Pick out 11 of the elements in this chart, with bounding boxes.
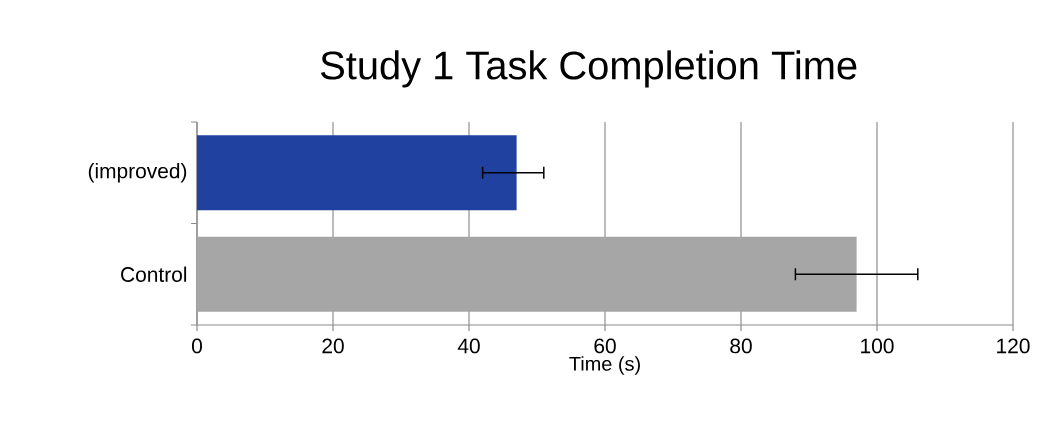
x-tick-label: 100 <box>861 338 894 354</box>
chart-title: Study 1 Task Completion Time <box>321 50 857 88</box>
x-tick-label: 120 <box>997 338 1030 354</box>
x-tick-label: 80 <box>730 338 752 354</box>
x-tick-label: 20 <box>322 338 344 354</box>
y-tick-label: Control <box>121 266 187 282</box>
x-tick-label: 60 <box>594 338 616 354</box>
x-axis-title: Time (s) <box>569 356 640 375</box>
y-tick-label: (improved) <box>88 163 187 183</box>
x-tick-label: 40 <box>457 338 480 354</box>
x-tick-label: 0 <box>191 338 202 354</box>
